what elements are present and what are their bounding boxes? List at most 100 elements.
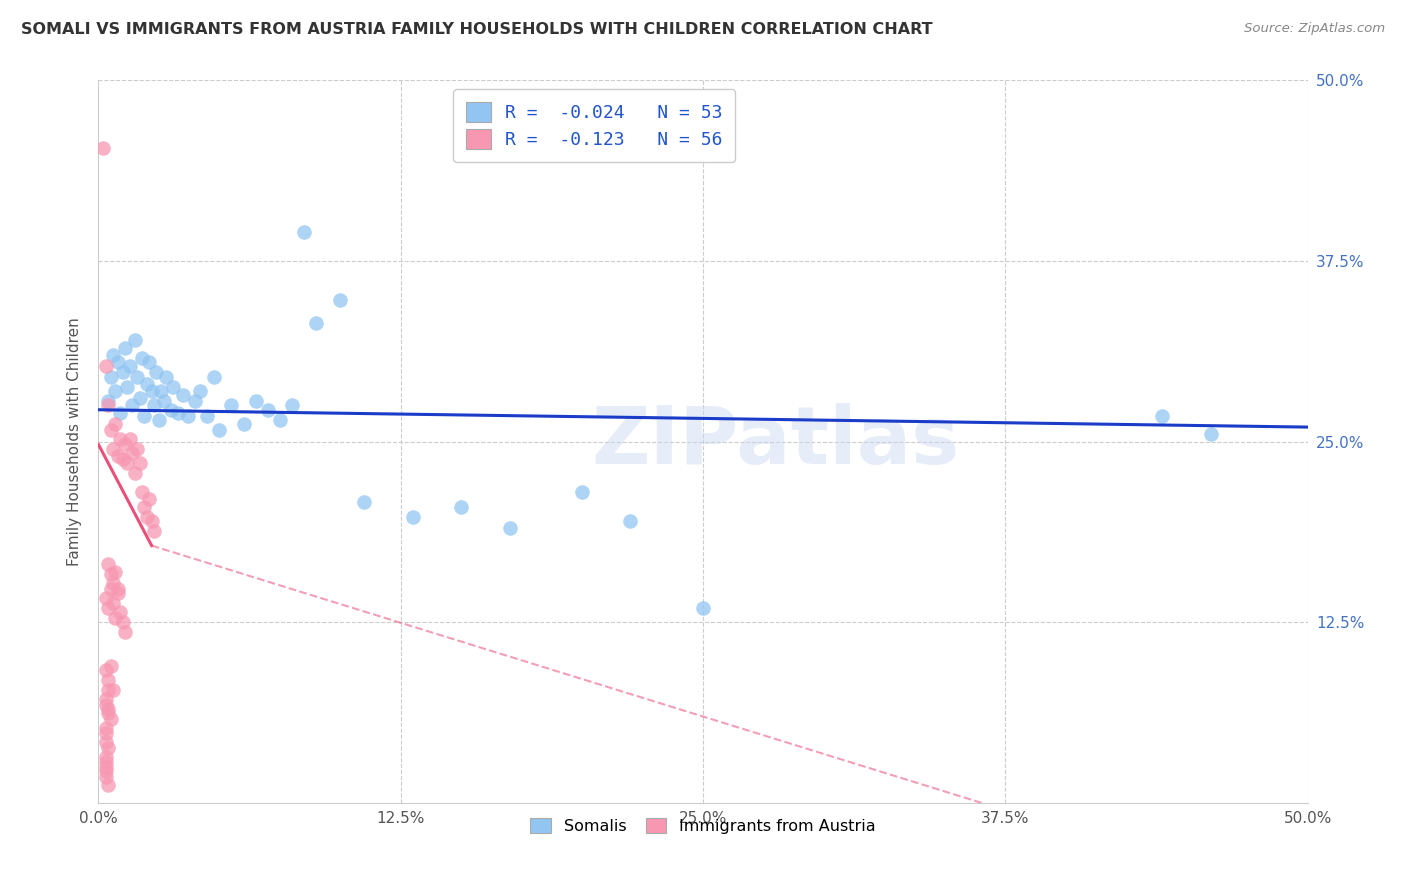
Point <box>94 698 117 712</box>
Point <box>94 359 117 374</box>
Point <box>143 524 166 538</box>
Point <box>94 764 117 778</box>
Point <box>94 663 117 677</box>
Text: SOMALI VS IMMIGRANTS FROM AUSTRIA FAMILY HOUSEHOLDS WITH CHILDREN CORRELATION CH: SOMALI VS IMMIGRANTS FROM AUSTRIA FAMILY… <box>21 22 932 37</box>
Point <box>97 740 120 755</box>
Point <box>108 605 131 619</box>
Point <box>118 432 141 446</box>
Point <box>172 388 194 402</box>
Point <box>305 316 328 330</box>
Point <box>152 394 174 409</box>
Point <box>177 409 200 423</box>
Point <box>143 398 166 412</box>
Point <box>155 369 177 384</box>
Point <box>114 437 136 451</box>
Point <box>94 749 117 764</box>
Point <box>292 225 315 239</box>
Point <box>232 417 254 432</box>
Point <box>127 442 149 456</box>
Point <box>1199 427 1222 442</box>
Point <box>94 726 117 740</box>
Point <box>104 611 127 625</box>
Point <box>100 567 122 582</box>
Point <box>188 384 211 398</box>
Point <box>150 384 173 398</box>
Point <box>107 449 129 463</box>
Point <box>204 369 226 384</box>
Text: Source: ZipAtlas.com: Source: ZipAtlas.com <box>1244 22 1385 36</box>
Text: ZIPatlas: ZIPatlas <box>592 402 960 481</box>
Point <box>104 384 127 398</box>
Point <box>104 565 127 579</box>
Point <box>498 521 520 535</box>
Point <box>1152 409 1174 423</box>
Point <box>114 341 136 355</box>
Point <box>118 359 141 374</box>
Point <box>97 394 120 409</box>
Point <box>402 509 425 524</box>
Point <box>160 402 183 417</box>
Point <box>94 691 117 706</box>
Point <box>108 406 131 420</box>
Point <box>97 779 120 793</box>
Point <box>134 409 156 423</box>
Point <box>138 492 160 507</box>
Point <box>245 394 267 409</box>
Point <box>97 600 120 615</box>
Point <box>100 582 122 596</box>
Point <box>692 600 714 615</box>
Point <box>148 413 170 427</box>
Point <box>94 591 117 605</box>
Point <box>94 760 117 774</box>
Point <box>101 576 124 591</box>
Point <box>97 683 120 698</box>
Point <box>114 625 136 640</box>
Point <box>450 500 472 514</box>
Point <box>94 756 117 770</box>
Y-axis label: Family Households with Children: Family Households with Children <box>67 318 83 566</box>
Point <box>138 355 160 369</box>
Point <box>162 379 184 393</box>
Point <box>269 413 291 427</box>
Point <box>100 658 122 673</box>
Point <box>97 558 120 572</box>
Point <box>111 365 134 379</box>
Point <box>100 712 122 726</box>
Point <box>195 409 218 423</box>
Point <box>167 406 190 420</box>
Point <box>108 432 131 446</box>
Point <box>107 355 129 369</box>
Point <box>131 351 153 365</box>
Point <box>135 509 157 524</box>
Point <box>184 394 207 409</box>
Point <box>141 384 163 398</box>
Point <box>134 500 156 514</box>
Point <box>619 514 641 528</box>
Point <box>111 615 134 630</box>
Point <box>127 369 149 384</box>
Point <box>124 334 146 348</box>
Point <box>107 582 129 596</box>
Point <box>97 398 120 412</box>
Point <box>91 141 114 155</box>
Point <box>128 456 150 470</box>
Point <box>117 456 139 470</box>
Point <box>121 446 143 460</box>
Point <box>101 596 124 610</box>
Point <box>97 673 120 687</box>
Point <box>124 467 146 481</box>
Point <box>94 721 117 735</box>
Point <box>131 485 153 500</box>
Point <box>94 735 117 749</box>
Point <box>97 702 120 716</box>
Point <box>101 348 124 362</box>
Point <box>353 495 375 509</box>
Point <box>145 365 167 379</box>
Point <box>329 293 352 307</box>
Point <box>94 770 117 784</box>
Point <box>107 586 129 600</box>
Legend: R =  -0.024   N = 53, R =  -0.123   N = 56: R = -0.024 N = 53, R = -0.123 N = 56 <box>453 89 735 161</box>
Point <box>208 423 231 437</box>
Point <box>135 376 157 391</box>
Point <box>221 398 243 412</box>
